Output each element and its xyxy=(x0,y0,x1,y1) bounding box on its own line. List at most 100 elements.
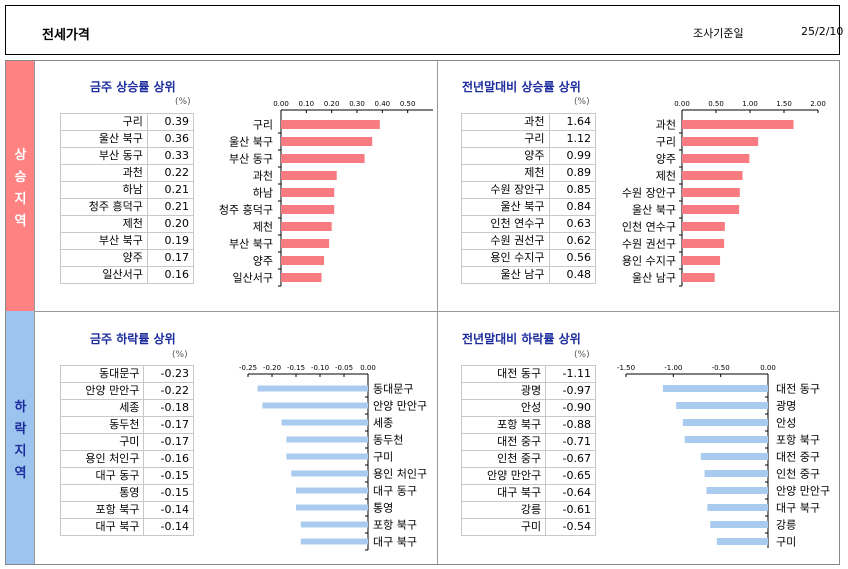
x-tick-label: -0.20 xyxy=(263,364,281,372)
rate-value-cell: -0.64 xyxy=(545,484,596,502)
x-tick-label: -1.00 xyxy=(664,364,682,372)
x-tick-label: 1.50 xyxy=(776,100,792,108)
rate-value-cell: 1.12 xyxy=(548,130,597,148)
category-label: 동두천 xyxy=(373,433,403,447)
region-name-cell: 용인 수지구 xyxy=(461,249,550,267)
region-name-cell: 울산 북구 xyxy=(60,130,148,148)
panel-title-ytd-up: 전년말대비 상승률 상위 xyxy=(462,80,581,94)
panel-title-weekly-down: 금주 하락률 상위 xyxy=(90,332,176,346)
bar xyxy=(296,487,368,494)
table-row: 부산 동구 0.33 xyxy=(60,147,195,165)
bar xyxy=(676,402,768,409)
bar xyxy=(682,273,715,282)
bar xyxy=(682,222,725,231)
table-row: 구리 0.39 xyxy=(60,113,195,131)
x-tick-label: -1.50 xyxy=(617,364,635,372)
region-name-cell: 동대문구 xyxy=(59,365,145,383)
category-label: 대구 동구 xyxy=(373,485,417,498)
rate-value-cell: -0.14 xyxy=(143,518,194,536)
region-name-cell: 구미 xyxy=(59,433,145,451)
x-tick-label: 1.00 xyxy=(742,100,758,108)
region-name-cell: 포항 북구 xyxy=(59,501,145,519)
side-label-down-char: 락 xyxy=(14,422,27,437)
rate-value-cell: 0.85 xyxy=(548,181,597,199)
bar xyxy=(706,487,768,494)
rate-value-cell: -0.17 xyxy=(143,433,194,451)
rate-value-cell: -0.97 xyxy=(545,382,596,400)
category-label: 세종 xyxy=(373,417,393,430)
region-name-cell: 인천 중구 xyxy=(460,450,547,468)
table-row: 포항 북구 -0.14 xyxy=(59,501,194,519)
bar xyxy=(281,256,325,265)
x-tick-label: 0.10 xyxy=(299,100,315,108)
category-label: 청주 흥덕구 xyxy=(219,203,273,217)
rate-value-cell: 0.48 xyxy=(548,266,597,284)
region-name-cell: 동두천 xyxy=(59,416,145,434)
bar xyxy=(281,239,330,248)
rate-value-cell: 0.36 xyxy=(146,130,195,148)
category-label: 제천 xyxy=(656,169,676,183)
region-name-cell: 수원 장안구 xyxy=(461,181,550,199)
table-row: 수원 권선구 0.62 xyxy=(461,232,597,250)
rate-value-cell: -0.18 xyxy=(143,399,194,417)
rate-value-cell: -0.16 xyxy=(143,450,194,468)
x-tick-label: -0.50 xyxy=(712,364,730,372)
bar xyxy=(281,171,337,180)
bar xyxy=(286,436,368,443)
panel-title-ytd-down: 전년말대비 하락률 상위 xyxy=(462,332,581,346)
category-label: 강릉 xyxy=(776,519,796,532)
region-name-cell: 구미 xyxy=(460,518,547,536)
table-row: 세종 -0.18 xyxy=(59,399,194,417)
table-row: 대구 동구 -0.15 xyxy=(59,467,194,485)
rate-value-cell: 0.33 xyxy=(146,147,195,165)
x-tick-label: -0.15 xyxy=(287,364,305,372)
section-divider-vertical xyxy=(437,61,438,564)
table-row: 인천 중구 -0.67 xyxy=(460,450,596,468)
category-label: 과천 xyxy=(656,118,676,132)
bar xyxy=(281,154,365,163)
bar xyxy=(682,239,725,248)
ranking-table-ytd-up: 과천 1.64 구리 1.12 양주 0.99 제천 0.89 수원 장안구 0.85 울산 북구 0… xyxy=(461,113,597,284)
table-row: 통영 -0.15 xyxy=(59,484,194,502)
table-row: 하남 0.21 xyxy=(60,181,195,199)
region-name-cell: 일산서구 xyxy=(60,266,148,284)
side-label-down-char: 역 xyxy=(14,466,27,481)
unit-label-ytd-down: (%) xyxy=(574,350,590,360)
region-name-cell: 대전 동구 xyxy=(460,365,547,383)
side-label-down-char: 지 xyxy=(14,444,27,459)
rate-value-cell: 0.17 xyxy=(146,249,195,267)
table-row: 안양 만안구 -0.65 xyxy=(460,467,596,485)
category-label: 광명 xyxy=(776,400,796,413)
bar xyxy=(296,504,368,511)
region-name-cell: 제천 xyxy=(60,215,148,233)
rate-value-cell: 0.84 xyxy=(548,198,597,216)
side-label-up-char: 상 xyxy=(14,148,27,163)
table-row: 과천 1.64 xyxy=(461,113,597,131)
region-name-cell: 안양 만안구 xyxy=(59,382,145,400)
bar xyxy=(291,470,368,477)
date-label: 조사기준일 xyxy=(693,27,744,40)
category-label: 안양 만안구 xyxy=(373,400,427,413)
region-name-cell: 안양 만안구 xyxy=(460,467,547,485)
bar xyxy=(300,538,368,545)
bar xyxy=(682,419,768,426)
rate-value-cell: -0.14 xyxy=(143,501,194,519)
bar xyxy=(700,453,768,460)
x-tick-label: -0.05 xyxy=(335,364,353,372)
category-label: 울산 북구 xyxy=(229,136,273,149)
category-label: 인천 연수구 xyxy=(622,220,676,234)
rate-value-cell: 0.63 xyxy=(548,215,597,233)
region-name-cell: 구리 xyxy=(461,130,550,148)
bar xyxy=(281,419,368,426)
category-label: 동대문구 xyxy=(373,383,413,396)
table-row: 구리 1.12 xyxy=(461,130,597,148)
rate-value-cell: -0.61 xyxy=(545,501,596,519)
category-label: 포항 북구 xyxy=(776,434,820,447)
ranking-table-weekly-down: 동대문구 -0.23 안양 만안구 -0.22 세종 -0.18 동두천 -0.17 구미 -0.… xyxy=(59,365,194,536)
rate-value-cell: -0.15 xyxy=(143,484,194,502)
region-name-cell: 인천 연수구 xyxy=(461,215,550,233)
